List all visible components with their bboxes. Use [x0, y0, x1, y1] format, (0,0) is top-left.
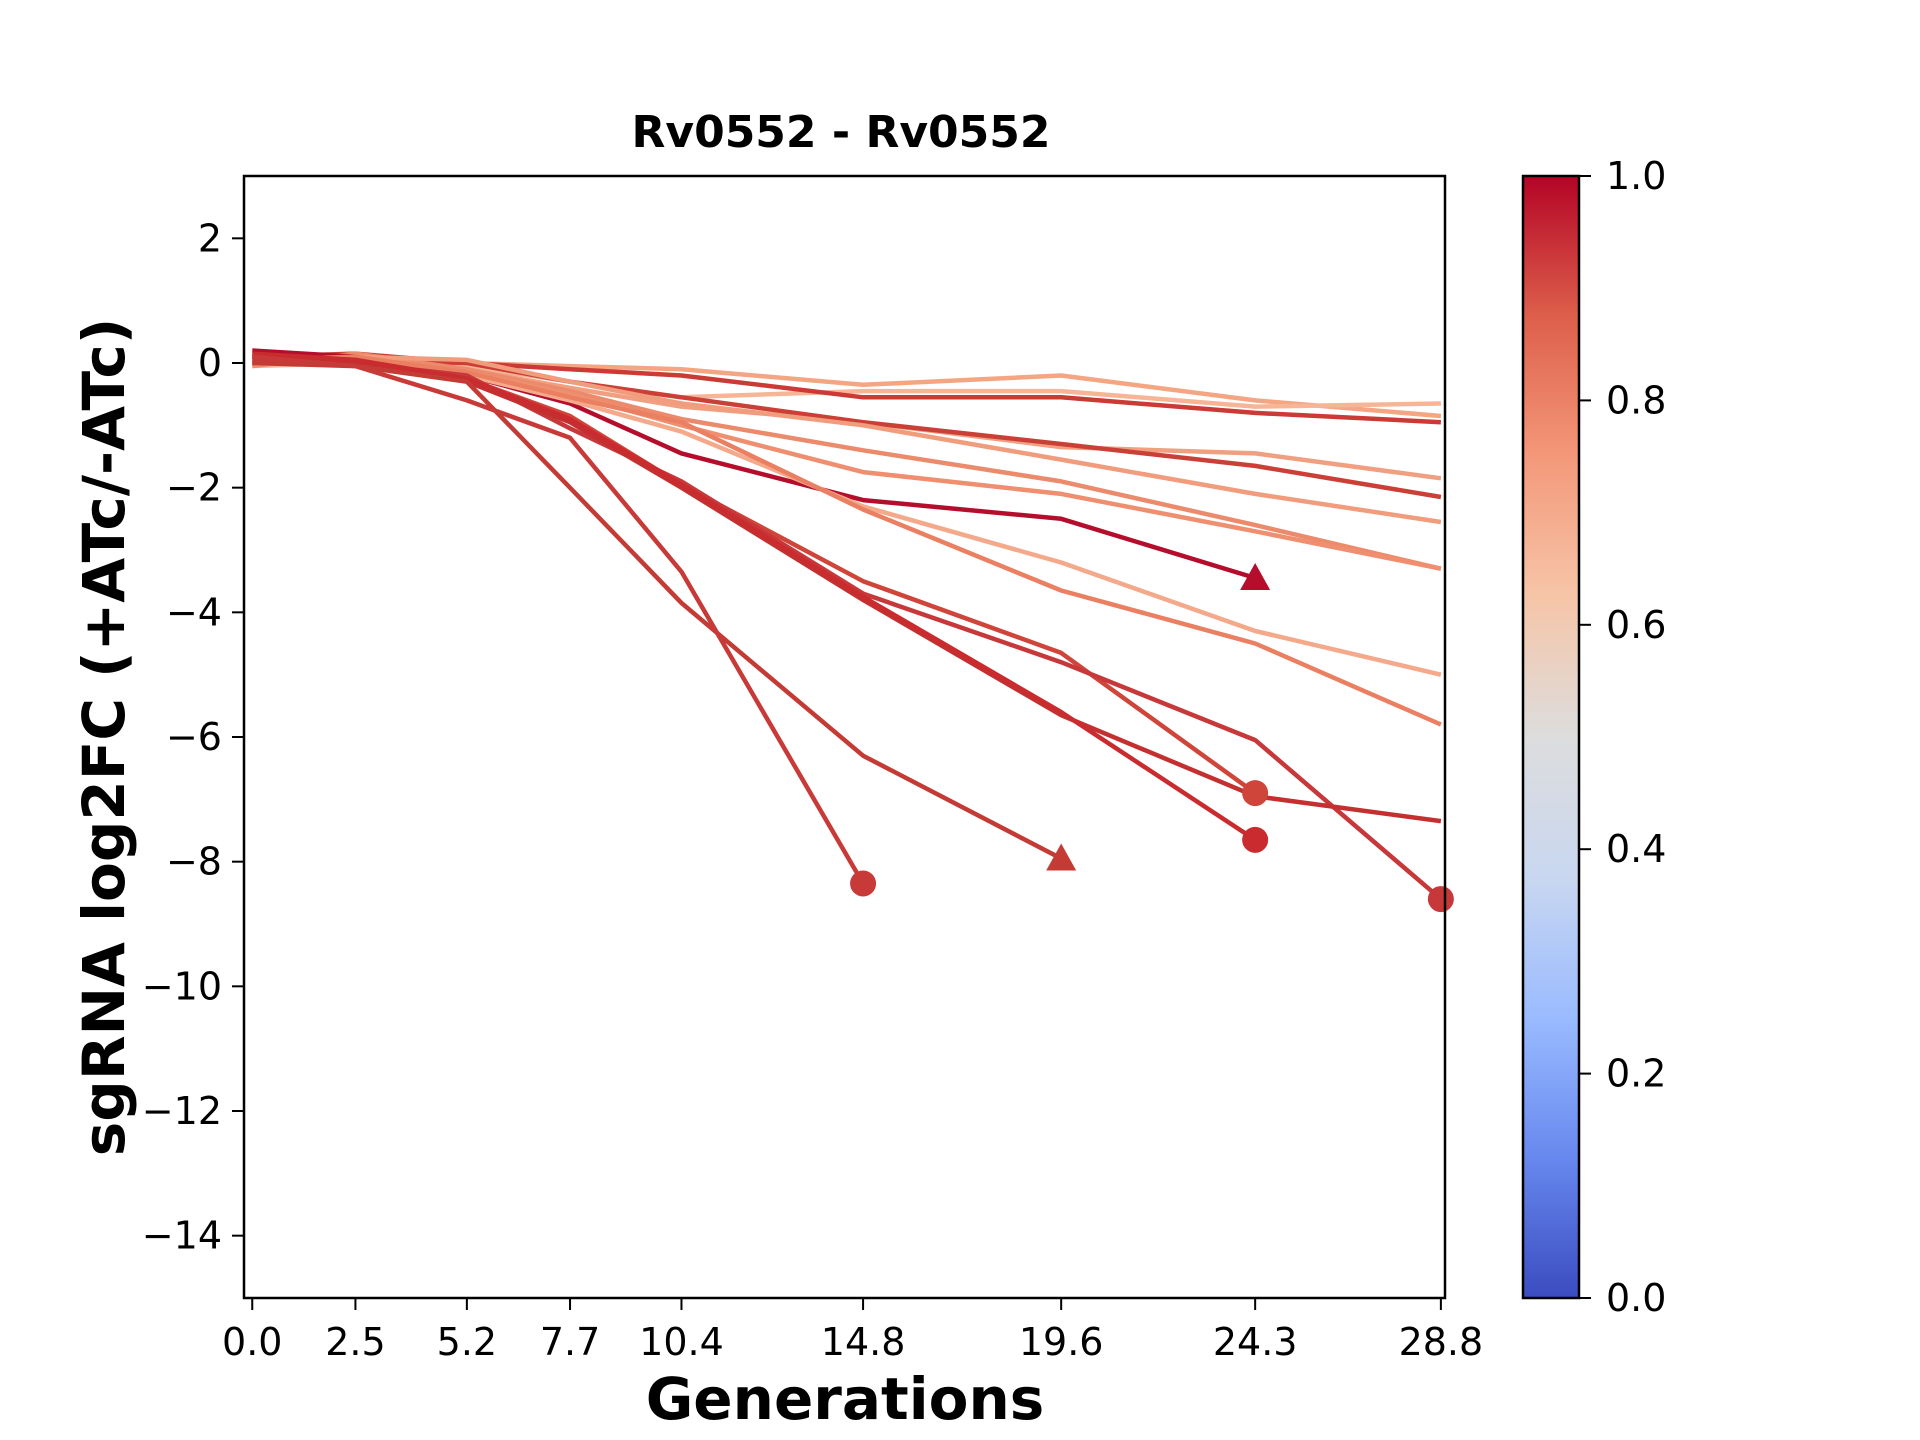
plot-lines: [252, 348, 1443, 901]
series-line-15: [252, 351, 1257, 842]
y-tick-label: −4: [166, 590, 222, 634]
y-tick-label: −14: [142, 1214, 222, 1258]
x-tick-label: 2.5: [325, 1320, 385, 1364]
y-tick-label: −10: [142, 964, 222, 1008]
y-tick-label: −8: [166, 840, 222, 884]
colorbar-tick-label: 0.0: [1606, 1276, 1666, 1320]
x-tick-label: 14.8: [821, 1320, 906, 1364]
x-axis-label: Generations: [646, 1365, 1045, 1433]
series-end-marker-13: [1427, 886, 1454, 913]
y-tick-label: −6: [166, 715, 222, 759]
x-tick-label: 24.3: [1213, 1320, 1298, 1364]
x-axis: 0.0 2.5 5.2 7.7 10.4 14.8 19.6 24.3 28.8: [222, 1298, 1483, 1364]
x-tick-label: 5.2: [437, 1320, 497, 1364]
plot-markers: [850, 563, 1454, 913]
series-end-marker-9: [1240, 563, 1271, 591]
x-tick-label: 19.6: [1019, 1320, 1104, 1364]
series-line-11: [252, 354, 1442, 727]
x-tick-label: 7.7: [540, 1320, 600, 1364]
y-tick-label: 2: [198, 216, 222, 260]
y-axis: 2 0 −2 −4 −6 −8 −10 −12 −14: [142, 216, 244, 1258]
colorbar-tick-label: 1.0: [1606, 154, 1666, 198]
colorbar-axis: 0.0 0.2 0.4 0.6 0.8 1.0: [1579, 154, 1666, 1320]
series-line-12: [252, 354, 1257, 795]
x-tick-label: 28.8: [1399, 1320, 1484, 1364]
series-end-marker-17: [850, 870, 877, 897]
series-end-marker-15: [1242, 826, 1269, 853]
colorbar-tick-label: 0.2: [1606, 1052, 1666, 1096]
colorbar-tick-label: 0.6: [1606, 603, 1666, 647]
series-end-marker-16: [1046, 843, 1077, 871]
y-axis-label: sgRNA log2FC (+ATc/-ATc): [70, 318, 138, 1156]
x-tick-label: 10.4: [639, 1320, 724, 1364]
y-tick-label: 0: [198, 341, 222, 385]
y-tick-label: −12: [142, 1089, 222, 1133]
colorbar-tick-label: 0.4: [1606, 827, 1666, 871]
plot-frame: [242, 174, 1447, 1300]
series-line-17: [252, 354, 866, 885]
series-line-6: [252, 351, 1442, 571]
chart-title: Rv0552 - Rv0552: [632, 107, 1051, 158]
series-line-8: [252, 354, 1442, 525]
colorbar: [1521, 174, 1581, 1300]
series-end-marker-12: [1242, 780, 1269, 807]
y-tick-label: −2: [166, 466, 222, 510]
colorbar-tick-label: 0.8: [1606, 378, 1666, 422]
x-tick-label: 0.0: [222, 1320, 282, 1364]
series-line-13: [252, 357, 1443, 901]
